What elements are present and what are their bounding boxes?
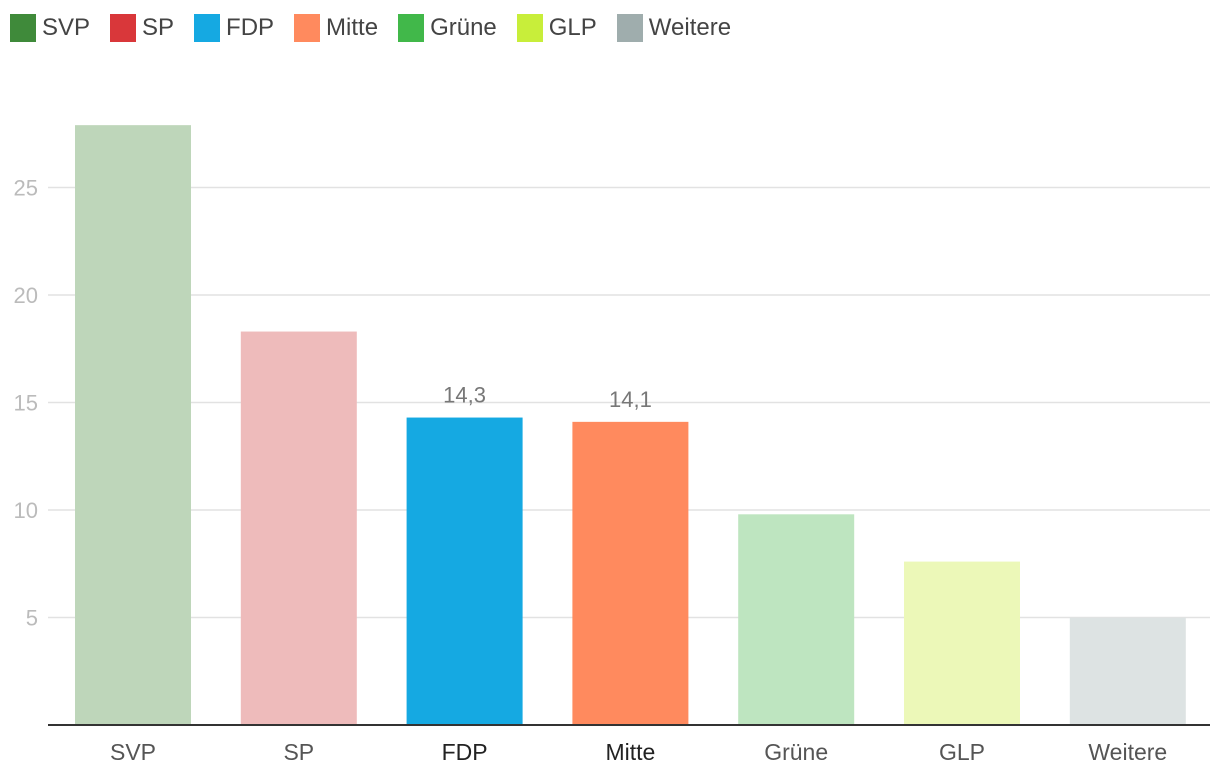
bar-sp[interactable]	[240, 331, 357, 725]
legend-item-svp[interactable]: SVP	[10, 14, 90, 42]
legend-label: SP	[142, 14, 175, 41]
x-category-label: FDP	[442, 739, 488, 765]
x-category-label: Weitere	[1088, 739, 1167, 765]
y-tick-label: 15	[14, 391, 38, 416]
legend-label: Grüne	[430, 14, 497, 41]
x-category-label: Grüne	[764, 739, 828, 765]
y-tick-label: 10	[14, 498, 38, 523]
legend-swatch	[516, 14, 543, 42]
x-category-label: SVP	[110, 739, 156, 765]
bar-glp[interactable]	[904, 561, 1020, 725]
legend-swatch	[110, 14, 137, 42]
legend-item-mitte[interactable]: Mitte	[294, 14, 378, 42]
legend-item-grüne[interactable]: Grüne	[398, 14, 497, 42]
legend-item-fdp[interactable]: FDP	[194, 14, 274, 42]
y-tick-label: 5	[26, 606, 38, 631]
y-tick-label: 25	[14, 176, 38, 201]
legend-item-sp[interactable]: SP	[110, 14, 174, 42]
bar-svp[interactable]	[75, 125, 191, 725]
legend-label: SVP	[42, 14, 91, 41]
legend-label: GLP	[548, 14, 597, 41]
bar-grüne[interactable]	[738, 514, 855, 725]
legend-label: Mitte	[326, 14, 379, 41]
x-category-label: Mitte	[605, 739, 655, 765]
bar-weitere[interactable]	[1069, 617, 1186, 726]
y-tick-label: 20	[14, 283, 38, 308]
legend-swatch	[616, 14, 643, 42]
legend-label: FDP	[226, 14, 275, 41]
legend-label: Weitere	[648, 14, 732, 41]
legend-swatch	[10, 14, 36, 42]
data-label: 14,1	[609, 387, 652, 412]
x-category-label: GLP	[939, 739, 985, 765]
legend-swatch	[294, 14, 321, 42]
legend-swatch	[398, 14, 425, 42]
data-label: 14,3	[443, 383, 486, 408]
legend-item-glp[interactable]: GLP	[516, 14, 597, 42]
bar-fdp[interactable]	[406, 417, 523, 725]
legend-swatch	[194, 14, 221, 42]
legend-item-weitere[interactable]: Weitere	[616, 14, 732, 42]
legend: SVP SP FDP Mitte Grüne GLP Weitere	[10, 12, 751, 44]
x-category-label: SP	[283, 739, 314, 765]
bar-mitte[interactable]	[572, 421, 689, 725]
